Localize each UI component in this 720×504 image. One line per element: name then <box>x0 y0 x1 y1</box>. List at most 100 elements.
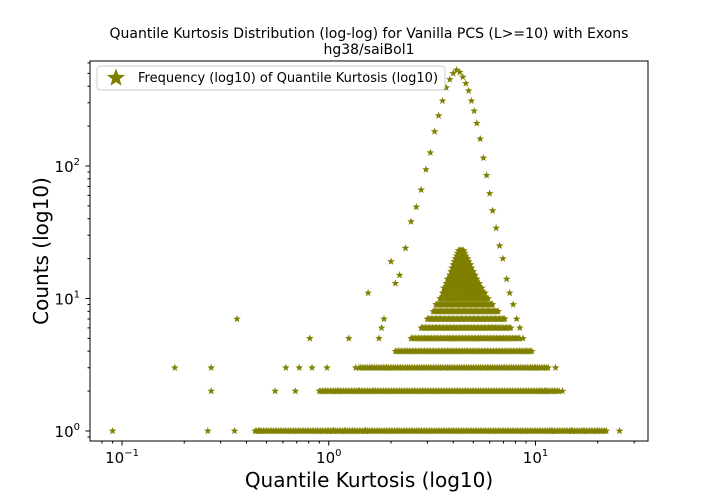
data-point <box>507 323 515 332</box>
data-point <box>417 185 426 194</box>
y-axis-label: Counts (log10) <box>29 177 53 325</box>
scatter-points <box>108 66 624 435</box>
data-point <box>516 334 524 342</box>
data-point <box>391 279 400 287</box>
data-point <box>471 271 479 279</box>
data-point <box>355 387 363 395</box>
data-point <box>364 288 372 297</box>
data-point <box>615 426 624 435</box>
data-point <box>361 426 369 435</box>
data-point <box>460 246 468 254</box>
data-point <box>434 111 443 119</box>
data-point <box>430 127 439 135</box>
data-point <box>495 241 504 249</box>
x-tick-label: 10−1 <box>105 448 139 467</box>
data-point <box>482 171 491 179</box>
data-point <box>308 363 316 371</box>
y-tick-label: 101 <box>55 289 80 308</box>
data-point <box>291 387 300 395</box>
data-point <box>387 257 395 265</box>
legend-star-icon-shape <box>106 68 126 86</box>
data-point <box>492 224 500 232</box>
data-point <box>579 426 587 435</box>
axis-ticks: 10−1 100 101 100 101 102 <box>55 62 635 467</box>
data-point <box>461 79 470 87</box>
data-point <box>323 363 331 371</box>
data-point <box>348 426 357 435</box>
chart-subtitle: hg38/saiBol1 <box>323 42 414 58</box>
data-point <box>485 189 494 197</box>
data-point <box>527 363 535 371</box>
data-point <box>541 387 550 395</box>
data-point <box>438 96 447 105</box>
data-point <box>367 363 375 371</box>
x-tick-label: 100 <box>316 448 341 467</box>
legend: Frequency (log10) of Quantile Kurtosis (… <box>96 65 446 91</box>
data-point <box>512 315 521 323</box>
data-point <box>478 283 486 292</box>
data-point <box>459 72 467 81</box>
data-point <box>536 387 544 395</box>
data-point <box>464 86 473 94</box>
data-point <box>255 426 263 435</box>
data-point <box>452 66 461 74</box>
data-point <box>555 387 563 395</box>
data-point <box>475 279 484 287</box>
data-point <box>473 119 481 127</box>
data-point <box>341 426 349 435</box>
data-point <box>382 363 391 371</box>
data-point <box>470 107 478 115</box>
data-point <box>528 347 536 355</box>
data-point <box>519 334 527 342</box>
data-point <box>558 387 567 395</box>
data-point <box>345 334 353 342</box>
data-point <box>500 315 509 323</box>
data-point <box>295 363 304 371</box>
data-point <box>494 307 503 315</box>
plot-frame <box>89 60 649 442</box>
data-point <box>412 203 421 211</box>
data-point <box>369 387 378 395</box>
data-point <box>351 363 360 371</box>
data-point <box>306 334 314 342</box>
data-point <box>449 69 458 77</box>
data-point <box>407 217 415 225</box>
data-point <box>207 387 216 395</box>
x-axis-label: Quantile Kurtosis (log10) <box>245 468 493 492</box>
data-point <box>488 206 497 214</box>
data-point <box>395 271 404 279</box>
chart-title: Quantile Kurtosis Distribution (log-log)… <box>110 26 629 42</box>
legend-label: Frequency (log10) of Quantile Kurtosis (… <box>138 71 438 86</box>
data-point <box>207 363 216 371</box>
data-point <box>108 426 117 435</box>
data-point <box>602 426 611 435</box>
data-point <box>329 426 337 435</box>
data-point <box>455 68 464 76</box>
data-point <box>230 426 239 435</box>
data-point <box>377 323 386 332</box>
data-point <box>505 288 514 297</box>
data-point <box>568 426 576 435</box>
data-point <box>523 347 531 355</box>
data-point <box>484 294 492 302</box>
data-point <box>467 96 476 105</box>
x-tick-label: 101 <box>523 448 548 467</box>
data-point <box>509 300 518 308</box>
data-point <box>401 244 410 252</box>
data-point <box>593 426 602 435</box>
data-point <box>333 387 342 395</box>
data-point <box>324 426 333 435</box>
data-point <box>548 426 556 435</box>
legend-star-icon <box>106 68 126 86</box>
data-point <box>502 275 511 283</box>
data-point <box>499 254 507 262</box>
data-point <box>476 134 484 143</box>
data-point <box>442 83 451 91</box>
data-point <box>313 426 322 435</box>
data-point <box>488 300 497 308</box>
data-point <box>531 363 540 371</box>
y-tick-label: 100 <box>55 422 80 441</box>
data-point <box>422 165 430 173</box>
data-point <box>481 288 489 297</box>
